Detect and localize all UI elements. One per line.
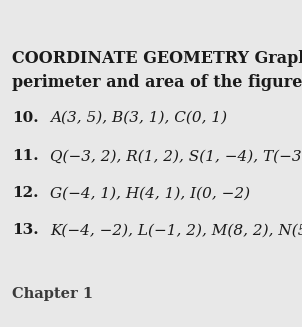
Text: A(3, 5), B(3, 1), C(0, 1): A(3, 5), B(3, 1), C(0, 1) (50, 111, 227, 125)
Text: Chapter 1: Chapter 1 (12, 287, 93, 301)
Text: 11.: 11. (12, 149, 39, 163)
Text: 10.: 10. (12, 111, 39, 125)
Text: K(−4, −2), L(−1, 2), M(8, 2), N(5, −2): K(−4, −2), L(−1, 2), M(8, 2), N(5, −2) (50, 223, 302, 237)
Text: perimeter and area of the figure.: perimeter and area of the figure. (12, 74, 302, 91)
Text: G(−4, 1), H(4, 1), I(0, −2): G(−4, 1), H(4, 1), I(0, −2) (50, 186, 250, 200)
Text: 13.: 13. (12, 223, 39, 237)
Text: Q(−3, 2), R(1, 2), S(1, −4), T(−3, −4): Q(−3, 2), R(1, 2), S(1, −4), T(−3, −4) (50, 149, 302, 163)
Text: 12.: 12. (12, 186, 39, 200)
Text: COORDINATE GEOMETRY Graph e.: COORDINATE GEOMETRY Graph e. (12, 50, 302, 67)
